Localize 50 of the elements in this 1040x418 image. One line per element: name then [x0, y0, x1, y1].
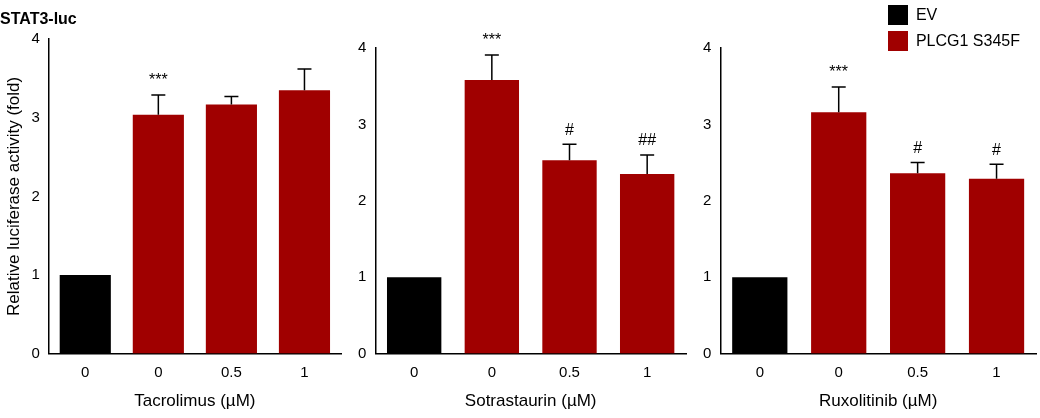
y-tick-label: 1	[31, 265, 40, 283]
x-tick-label: 0	[154, 362, 163, 380]
x-tick-label: 0.5	[907, 362, 929, 380]
bar	[890, 173, 946, 354]
x-tick-label: 0	[755, 362, 764, 380]
x-axis-title: Sotrastaurin (µM)	[464, 391, 597, 411]
x-tick-label: 0	[81, 362, 90, 380]
y-tick-label: 1	[703, 267, 712, 285]
annotation: #	[992, 140, 1002, 158]
y-tick-label: 2	[31, 186, 40, 204]
x-axis-title: Tacrolimus (µM)	[134, 391, 256, 411]
y-tick-label: 0	[358, 343, 367, 361]
annotation: ***	[829, 63, 849, 81]
legend-label: EV	[915, 6, 938, 24]
y-tick-label: 4	[31, 29, 40, 47]
x-axis-title: Ruxolitinib (µM)	[818, 391, 938, 411]
y-tick-label: 0	[31, 343, 40, 361]
bar	[278, 90, 331, 354]
bar	[811, 112, 867, 354]
x-tick-label: 0	[410, 362, 419, 380]
annotation: ***	[482, 31, 502, 49]
x-tick-label: 0	[487, 362, 497, 380]
x-tick-label: 1	[992, 362, 1001, 380]
x-tick-label: 1	[643, 362, 652, 380]
y-tick-label: 1	[358, 267, 367, 285]
y-tick-label: 0	[703, 343, 712, 361]
x-tick-label: 1	[300, 362, 309, 380]
chart-title: STAT3-luc	[0, 10, 77, 28]
bar	[619, 174, 675, 354]
y-tick-label: 2	[703, 190, 712, 208]
y-tick-label: 4	[358, 38, 367, 56]
y-axis-title: Relative luciferase activity (fold)	[3, 76, 23, 316]
x-tick-label: 0	[834, 362, 843, 380]
x-tick-label: 0.5	[220, 362, 242, 380]
annotation: #	[565, 120, 575, 138]
annotation: #	[913, 139, 923, 157]
y-tick-label: 3	[358, 114, 367, 132]
bar	[464, 80, 520, 354]
legend-label: PLCG1 S345F	[915, 32, 1020, 50]
y-tick-label: 2	[358, 190, 367, 208]
y-tick-label: 3	[703, 114, 712, 132]
annotation: ***	[149, 71, 168, 89]
bar	[132, 114, 184, 354]
bar	[542, 160, 597, 354]
x-tick-label: 0.5	[559, 362, 580, 380]
bar	[205, 104, 257, 354]
y-tick-label: 4	[703, 38, 712, 56]
annotation: ##	[638, 131, 657, 149]
y-tick-label: 3	[31, 107, 40, 125]
bar	[968, 178, 1025, 354]
